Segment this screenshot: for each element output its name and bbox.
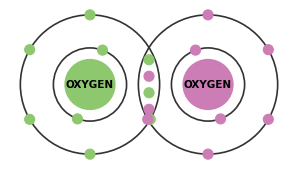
Circle shape — [144, 71, 154, 81]
Circle shape — [190, 45, 201, 55]
Circle shape — [143, 114, 153, 124]
Circle shape — [145, 114, 155, 124]
Text: OXYGEN: OXYGEN — [184, 79, 232, 90]
Circle shape — [25, 114, 35, 124]
Text: OXYGEN: OXYGEN — [66, 79, 114, 90]
Circle shape — [203, 10, 213, 20]
Circle shape — [25, 45, 35, 55]
Circle shape — [97, 45, 108, 55]
Circle shape — [72, 114, 83, 124]
Circle shape — [144, 55, 154, 65]
Circle shape — [263, 45, 273, 55]
Circle shape — [144, 88, 154, 98]
Circle shape — [144, 104, 154, 114]
Circle shape — [65, 60, 115, 109]
Circle shape — [215, 114, 226, 124]
Circle shape — [263, 114, 273, 124]
Circle shape — [85, 10, 95, 20]
Circle shape — [183, 60, 233, 109]
Circle shape — [85, 149, 95, 159]
Circle shape — [203, 149, 213, 159]
